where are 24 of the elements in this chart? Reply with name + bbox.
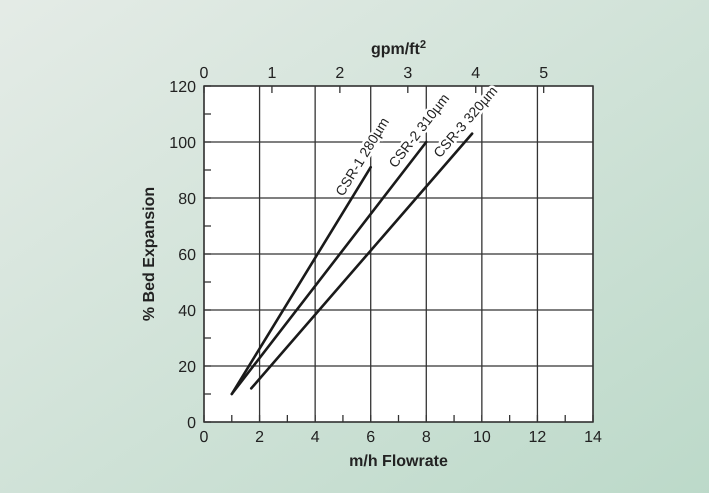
x2-tick-label: 3 — [403, 65, 412, 82]
x2-tick-label: 5 — [539, 65, 548, 82]
x-tick-label: 14 — [584, 429, 602, 446]
y-tick-label: 20 — [178, 359, 196, 376]
y-axis-title: % Bed Expansion — [141, 186, 158, 322]
x-tick-label: 4 — [310, 429, 320, 446]
y-tick-label: 40 — [178, 303, 196, 320]
x2-tick-label: 1 — [267, 65, 276, 82]
x-tick-label: 12 — [528, 429, 546, 446]
y-tick-label: 60 — [178, 247, 196, 264]
x2-tick-label: 0 — [200, 65, 209, 82]
x-tick-label: 8 — [422, 429, 431, 446]
x2-axis-title: gpm/ft$^{2}$ — [370, 39, 426, 58]
x2-tick-label: 2 — [335, 65, 344, 82]
y-tick-label: 0 — [187, 415, 196, 432]
x-axis-title: m/h Flowrate — [349, 453, 448, 470]
x-tick-label: 10 — [472, 429, 491, 446]
y-tick-label: 120 — [169, 79, 196, 96]
x-tick-label: 2 — [255, 429, 264, 446]
y-tick-label: 100 — [169, 135, 196, 152]
x-tick-label: 0 — [200, 429, 209, 446]
x-tick-label: 6 — [366, 429, 376, 446]
y-tick-label: 80 — [178, 191, 196, 208]
x2-tick-label: 4 — [471, 65, 480, 82]
